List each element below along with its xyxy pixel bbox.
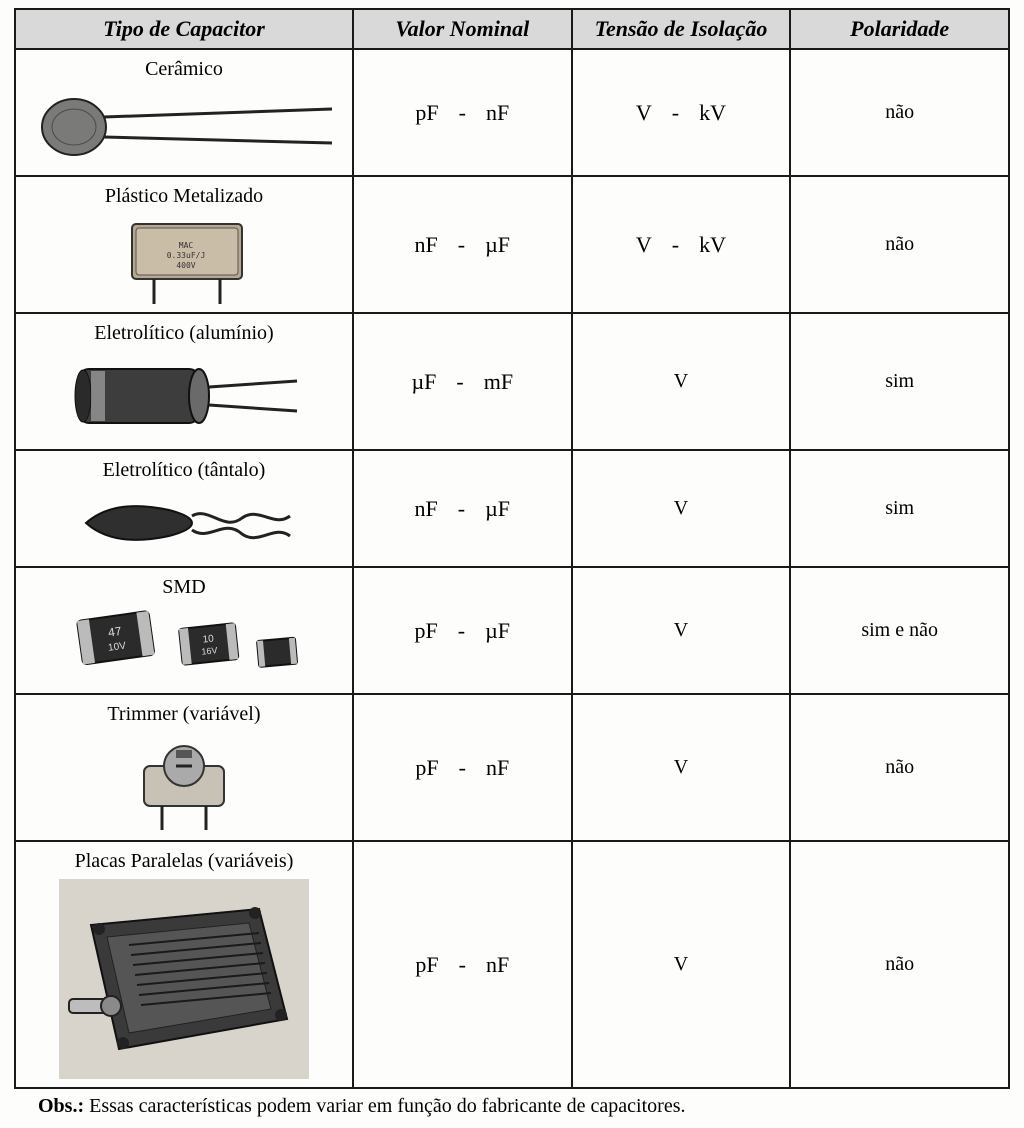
polarity: não	[790, 176, 1009, 313]
type-cell-al-electrolytic: Eletrolítico (alumínio)	[15, 313, 353, 450]
type-label: Placas Paralelas (variáveis)	[22, 850, 346, 873]
iso-lo: V	[674, 370, 688, 392]
svg-text:47: 47	[107, 624, 122, 640]
iso-lo: V	[674, 953, 688, 975]
dash: -	[459, 952, 466, 978]
value-lo: pF	[415, 755, 438, 781]
isolation-voltage: V - kV	[572, 49, 791, 176]
type-cell-parallel-plates: Placas Paralelas (variáveis)	[15, 841, 353, 1088]
type-label: Plástico Metalizado	[22, 185, 346, 208]
table-row: Placas Paralelas (variáveis)	[15, 841, 1009, 1088]
value-hi: µF	[485, 232, 510, 258]
polarity: sim	[790, 313, 1009, 450]
dash: -	[456, 369, 463, 395]
value-hi: nF	[486, 100, 509, 126]
obs-label: Obs.:	[38, 1095, 84, 1117]
value-nominal: µF - mF	[353, 313, 572, 450]
iso-lo: V	[636, 100, 652, 126]
value-nominal: nF - µF	[353, 450, 572, 567]
type-label: Trimmer (variável)	[22, 703, 346, 726]
polarity: sim e não	[790, 567, 1009, 694]
dash: -	[459, 755, 466, 781]
iso-lo: V	[674, 497, 688, 519]
value-lo: nF	[415, 496, 438, 522]
header-value: Valor Nominal	[353, 9, 572, 49]
isolation-voltage: V - kV	[572, 176, 791, 313]
value-lo: pF	[415, 952, 438, 978]
type-label: Eletrolítico (alumínio)	[22, 322, 346, 345]
aluminum-electrolytic-capacitor-icon	[22, 351, 346, 441]
value-hi: nF	[486, 952, 509, 978]
value-lo: nF	[415, 232, 438, 258]
value-hi: µF	[485, 496, 510, 522]
iso-hi: kV	[699, 100, 726, 126]
table-row: Cerâmico pF - nF	[15, 49, 1009, 176]
type-label: SMD	[22, 576, 346, 599]
table-row: Eletrolítico (tântalo) nF - µF V	[15, 450, 1009, 567]
svg-text:10: 10	[202, 633, 215, 645]
table-row: Plástico Metalizado MAC 0.33uF/J 400V n	[15, 176, 1009, 313]
value-hi: nF	[486, 755, 509, 781]
value-lo: pF	[415, 618, 438, 644]
iso-hi: kV	[699, 232, 726, 258]
isolation-voltage: V	[572, 694, 791, 841]
header-polarity: Polaridade	[790, 9, 1009, 49]
table-header-row: Tipo de Capacitor Valor Nominal Tensão d…	[15, 9, 1009, 49]
polarity: não	[790, 841, 1009, 1088]
type-cell-trimmer: Trimmer (variável)	[15, 694, 353, 841]
type-label: Cerâmico	[22, 58, 346, 81]
header-type: Tipo de Capacitor	[15, 9, 353, 49]
type-cell-ceramic: Cerâmico	[15, 49, 353, 176]
type-cell-smd: SMD 47 10V	[15, 567, 353, 694]
svg-text:400V: 400V	[176, 261, 195, 270]
svg-text:0.33uF/J: 0.33uF/J	[167, 251, 206, 260]
svg-text:MAC: MAC	[179, 241, 194, 250]
dash: -	[458, 496, 465, 522]
svg-text:16V: 16V	[201, 645, 218, 657]
polarity: sim	[790, 450, 1009, 567]
iso-lo: V	[674, 619, 688, 641]
dash: -	[672, 232, 679, 258]
polarity: não	[790, 49, 1009, 176]
obs-text: Essas características podem variar em fu…	[89, 1095, 685, 1117]
metallized-plastic-capacitor-icon: MAC 0.33uF/J 400V	[22, 214, 346, 304]
value-lo: µF	[411, 369, 436, 395]
value-hi: mF	[484, 369, 513, 395]
trimmer-capacitor-icon	[22, 732, 346, 832]
value-nominal: pF - µF	[353, 567, 572, 694]
iso-lo: V	[636, 232, 652, 258]
isolation-voltage: V	[572, 567, 791, 694]
type-label: Eletrolítico (tântalo)	[22, 459, 346, 482]
value-hi: µF	[485, 618, 510, 644]
tantalum-electrolytic-capacitor-icon	[22, 488, 346, 558]
dash: -	[459, 100, 466, 126]
observation-note: Obs.: Essas características podem variar…	[14, 1089, 1010, 1118]
table-row: SMD 47 10 V	[15, 567, 1009, 694]
smd-capacitor-icon: 47 10V 10 16V	[22, 605, 346, 685]
table-row: Eletrolítico (alumínio) µF -	[15, 313, 1009, 450]
iso-lo: V	[674, 756, 688, 778]
isolation-voltage: V	[572, 313, 791, 450]
ceramic-capacitor-icon	[22, 87, 346, 167]
header-isolation: Tensão de Isolação	[572, 9, 791, 49]
polarity: não	[790, 694, 1009, 841]
value-nominal: pF - nF	[353, 841, 572, 1088]
capacitor-types-table: Tipo de Capacitor Valor Nominal Tensão d…	[14, 8, 1010, 1089]
table-row: Trimmer (variável) pF - nF	[15, 694, 1009, 841]
dash: -	[458, 618, 465, 644]
type-cell-plastic: Plástico Metalizado MAC 0.33uF/J 400V	[15, 176, 353, 313]
value-nominal: pF - nF	[353, 694, 572, 841]
value-nominal: pF - nF	[353, 49, 572, 176]
isolation-voltage: V	[572, 841, 791, 1088]
value-lo: pF	[415, 100, 438, 126]
isolation-voltage: V	[572, 450, 791, 567]
type-cell-ta-electrolytic: Eletrolítico (tântalo)	[15, 450, 353, 567]
value-nominal: nF - µF	[353, 176, 572, 313]
variable-parallel-plate-capacitor-icon	[22, 879, 346, 1079]
dash: -	[458, 232, 465, 258]
dash: -	[672, 100, 679, 126]
